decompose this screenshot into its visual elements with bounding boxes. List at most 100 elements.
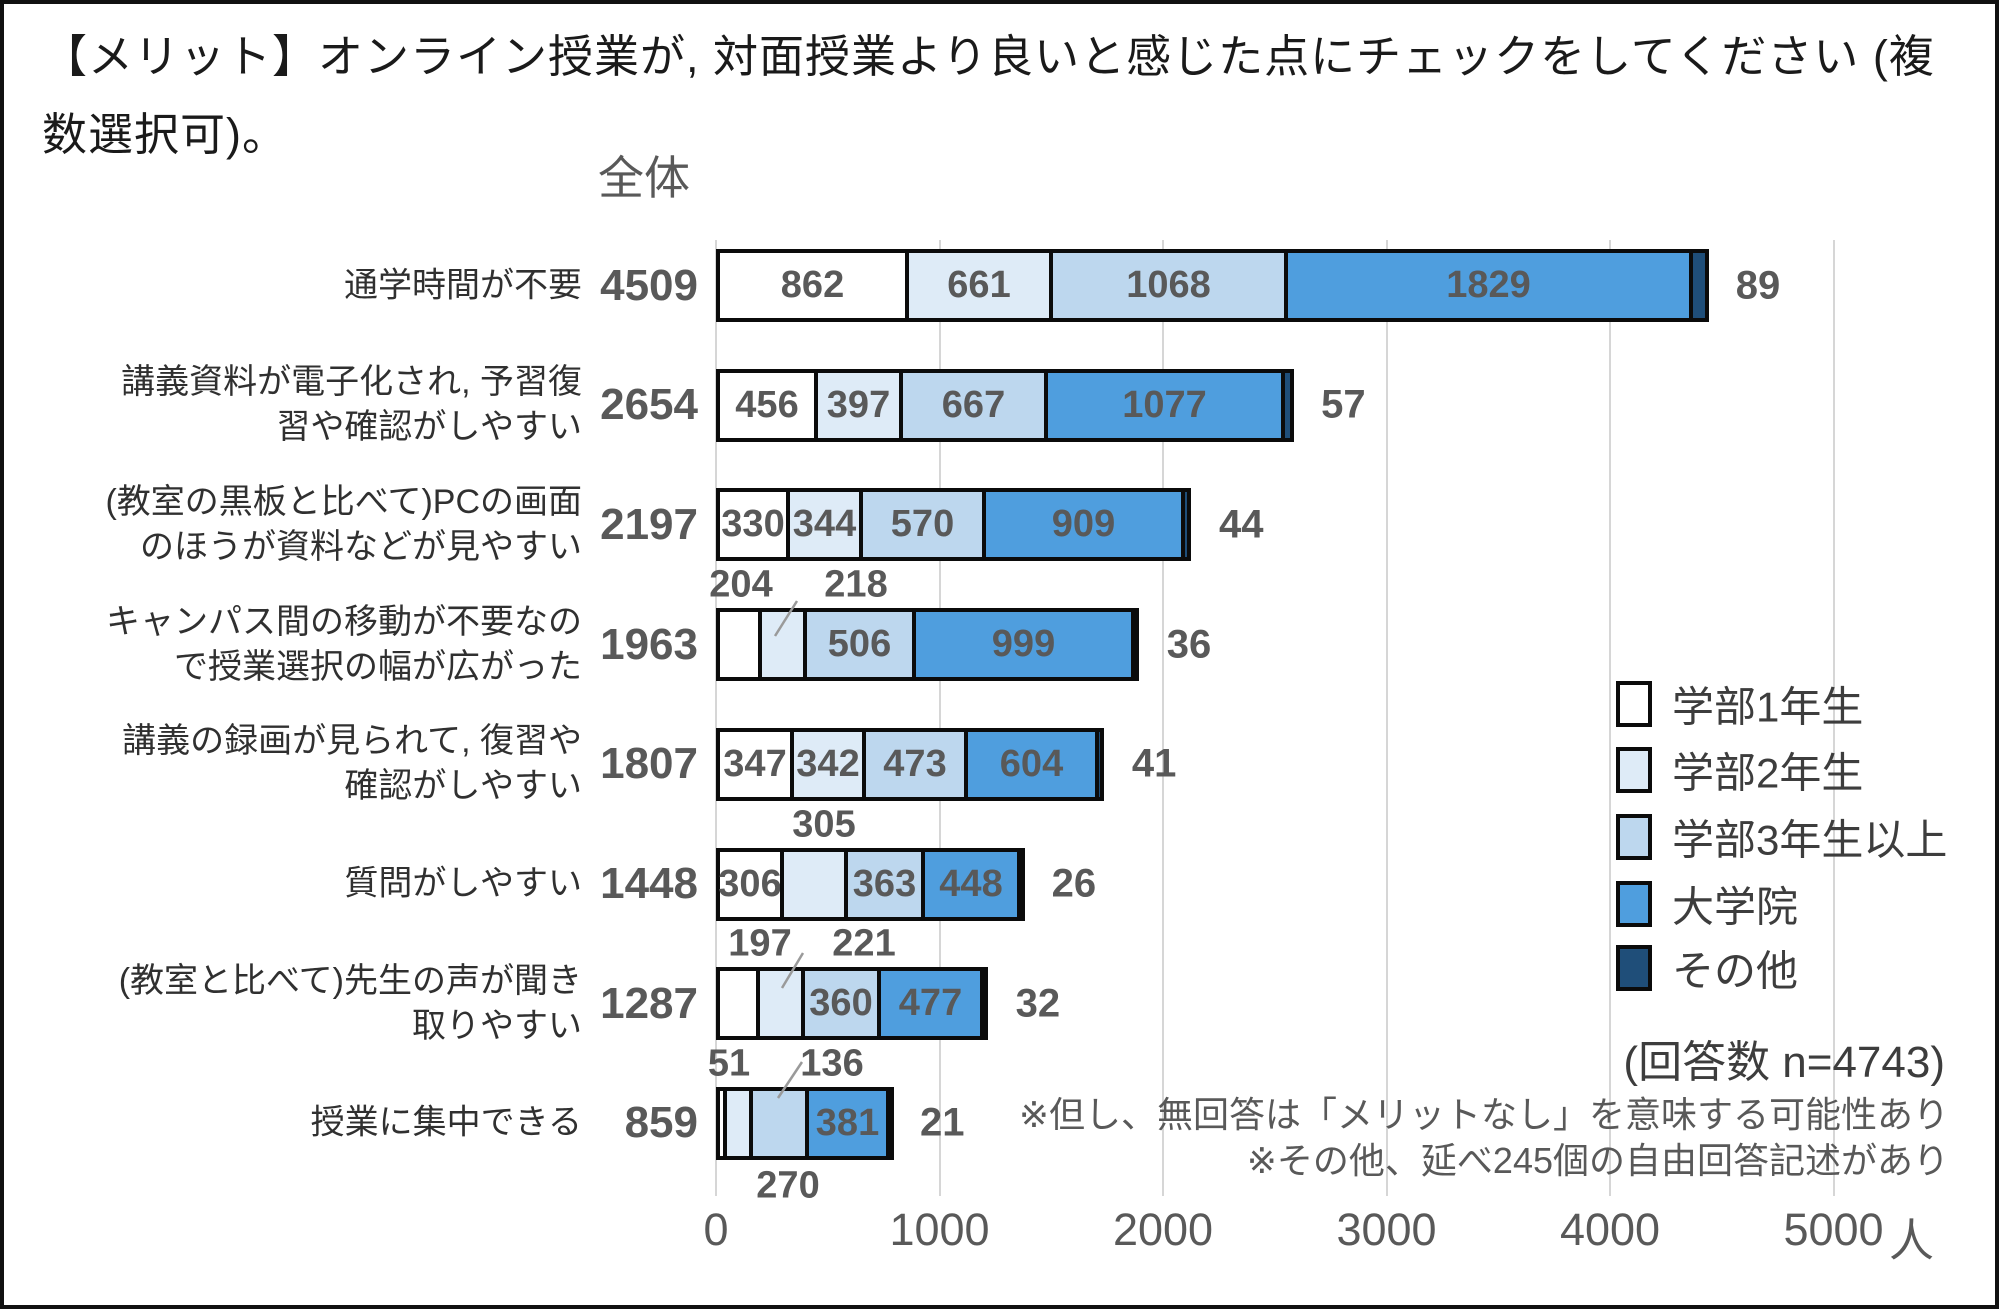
segment-value-label: 448 [939, 862, 1003, 905]
legend-swatch [1616, 747, 1652, 793]
segment-value-label: 667 [941, 383, 1006, 426]
bar-segment: 661 [905, 249, 1053, 322]
bar-segment [886, 1086, 894, 1160]
response-count: (回答数 n=4743) [1623, 1038, 1945, 1087]
bar-segment [749, 1086, 809, 1160]
bar-segment: 473 [862, 727, 968, 801]
category-label: 通学時間が不要 [344, 266, 582, 304]
x-tick-label: 2000 [1112, 1204, 1214, 1255]
segment-value-label: 342 [796, 742, 860, 785]
gridline [1609, 240, 1611, 1196]
total-label: 1963 [600, 619, 698, 669]
segment-value-callout: 221 [832, 922, 896, 965]
bar-segment: 1068 [1049, 249, 1288, 322]
stacked-bar: 347 342 473 604 [716, 727, 1104, 801]
segment-value-label-outside: 44 [1219, 502, 1264, 547]
segment-value-label: 862 [780, 264, 845, 306]
segment-value-label-outside: 32 [1015, 981, 1061, 1026]
bar-segment [1689, 249, 1709, 322]
x-axis-unit-label: 人 [1889, 1215, 1935, 1266]
segment-value-label-outside: 89 [1735, 263, 1781, 307]
gridline [1162, 240, 1164, 1196]
segment-value-label-outside: 21 [919, 1100, 965, 1145]
segment-value-callout: 305 [792, 803, 856, 845]
bar-segment [716, 967, 760, 1041]
segment-value-label: 1829 [1446, 264, 1531, 306]
category-label: (教室と比べて)先生の声が聞き 取りやすい [118, 961, 582, 1045]
stacked-bar: 456 397 667 1077 [716, 368, 1294, 442]
bar-segment [756, 967, 805, 1041]
x-tick-label: 4000 [1559, 1204, 1661, 1255]
category-label: (教室の黒板と比べて)PCの画面 のほうが資料などが見やすい [105, 482, 582, 566]
category-label: 講義資料が電子化され, 予習復 習や確認がしやすい [121, 363, 582, 447]
segment-value-label: 360 [809, 982, 873, 1025]
x-tick-label: 0 [703, 1204, 729, 1255]
segment-value-label: 306 [718, 862, 782, 905]
legend-item-label: 大学院 [1672, 883, 1799, 931]
stacked-bar: 506 999 [716, 608, 1139, 682]
bar-segment [1131, 608, 1139, 682]
segment-value-label-outside: 41 [1131, 741, 1177, 786]
segment-value-callout: 197 [728, 922, 792, 965]
segment-value-label: 1077 [1122, 383, 1207, 426]
segment-value-label-outside: 57 [1321, 382, 1366, 427]
segment-value-label: 330 [721, 503, 785, 546]
legend-swatch [1616, 945, 1652, 991]
legend-item-label: 学部3年生以上 [1672, 816, 1948, 864]
bar-segment [1281, 368, 1294, 442]
category-label: 講義の録画が見られて, 復習や 確認がしやすい [122, 722, 582, 806]
footnote-1: ※但し、無回答は「メリットなし」を意味する可能性あり [1018, 1094, 1949, 1135]
bar-segment: 604 [964, 727, 1099, 801]
gridline [1385, 240, 1388, 1196]
segment-value-callout: 204 [709, 563, 773, 606]
category-label: キャンパス間の移動が不要なの で授業選択の幅が広がった [106, 602, 582, 686]
chart-title: 【メリット】オンライン授業が, 対面授業より良いと感じた点にチェックをしてくださ… [42, 31, 1935, 160]
bar-segment: 448 [921, 847, 1021, 921]
bar-segment: 363 [844, 847, 925, 921]
stacked-bar: 381 [716, 1086, 894, 1160]
bar-segment [716, 608, 762, 682]
segment-value-label: 506 [827, 623, 892, 666]
bar-segment: 862 [716, 249, 909, 322]
stacked-bar: 330 344 570 909 [716, 488, 1191, 562]
bar-segment: 1829 [1284, 249, 1693, 322]
gridline [715, 240, 717, 1196]
segment-value-callout: 136 [800, 1042, 864, 1085]
x-tick-label: 1000 [889, 1204, 990, 1255]
bar-segment: 342 [790, 727, 866, 801]
legend-swatch [1616, 681, 1652, 727]
total-label: 1807 [600, 739, 698, 789]
bar-segment: 667 [899, 368, 1048, 442]
segment-value-label: 1068 [1126, 264, 1211, 306]
legend-item-label: その他 [1672, 947, 1799, 995]
total-label: 2654 [600, 380, 698, 430]
segment-value-label: 397 [826, 383, 891, 426]
segment-value-label: 344 [792, 503, 857, 546]
bar-segment [980, 967, 988, 1041]
bar-segment [780, 847, 848, 921]
segment-value-label: 363 [852, 862, 917, 905]
total-label: 859 [624, 1098, 698, 1148]
category-label: 質問がしやすい [344, 864, 582, 903]
stacked-bar: 862 661 1068 1829 [716, 249, 1709, 322]
bar-segment: 306 [716, 847, 784, 921]
bar-segment: 456 [716, 368, 818, 442]
bar-segment: 999 [912, 608, 1135, 682]
bar-segment [1017, 847, 1025, 921]
stacked-bar: 306 363 448 [716, 847, 1025, 921]
legend-item-label: 学部2年生 [1672, 749, 1864, 797]
bar-segment: 360 [801, 967, 881, 1041]
stacked-bar: 360 477 [716, 967, 988, 1041]
segment-value-label: 570 [890, 503, 955, 546]
gridline [1832, 240, 1835, 1196]
legend-swatch [1616, 814, 1652, 860]
bar-segment: 570 [859, 488, 986, 562]
segment-value-label-outside: 26 [1051, 861, 1097, 906]
segment-value-callout: 51 [707, 1042, 751, 1085]
bar-segment: 344 [786, 488, 863, 562]
bar-segment: 347 [716, 727, 794, 801]
footnote-2: ※その他、延べ245個の自由回答記述があり [1246, 1140, 1949, 1181]
x-tick-label: 5000 [1783, 1204, 1884, 1255]
bar-segment: 506 [803, 608, 916, 682]
